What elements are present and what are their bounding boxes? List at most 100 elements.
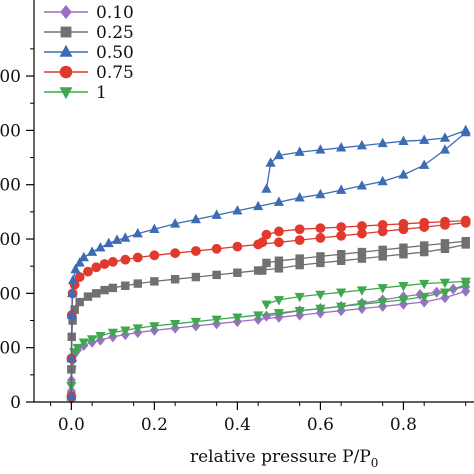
series-0-50 <box>66 124 471 401</box>
series-0-50-desorption-point <box>460 124 471 135</box>
series-0-75-desorption-point <box>274 226 284 237</box>
series-0-10-desorption-point <box>432 286 442 298</box>
series-1-adsorption-point <box>377 298 388 308</box>
series-0-75-desorption-point <box>257 237 268 248</box>
series-1-adsorption-point <box>107 328 118 339</box>
series-0-75-adsorption-point <box>91 262 102 273</box>
x-tick-label: 0.8 <box>390 415 417 435</box>
legend-item-1: 1 <box>44 83 107 103</box>
series-0-50-adsorption-point <box>377 175 388 186</box>
series-0-25-desorption-point <box>419 241 429 250</box>
series-0-25-adsorption-point <box>133 279 142 288</box>
x-axis-title-main: relative pressure P/P <box>190 447 371 467</box>
series-0-50-adsorption-point <box>336 184 347 194</box>
series-0-75-adsorption-point <box>99 259 110 269</box>
x-axis-title-subscript: 0 <box>371 456 379 470</box>
series-1-adsorption-point <box>398 296 409 306</box>
series-0-50-desorption-point <box>265 157 276 167</box>
legend-swatch-marker <box>59 87 73 100</box>
legend-swatch-marker <box>60 26 72 38</box>
series-0-25-adsorption-point <box>170 275 180 284</box>
series-0-75-adsorption-point <box>190 246 201 256</box>
legend-label: 0.75 <box>96 63 134 83</box>
series-0-25-desorption-point <box>262 258 271 268</box>
series-0-25-adsorption-point <box>191 272 201 282</box>
series-0-50-desorption-point <box>439 132 451 142</box>
legend-label: 1 <box>96 83 107 103</box>
series-1-adsorption-point <box>439 288 451 298</box>
series-0-50-adsorption-point <box>95 242 106 252</box>
series-0-50-desorption-point <box>356 139 368 150</box>
x-tick-label: 0.4 <box>224 415 251 435</box>
series-0-25-adsorption-point <box>92 289 101 298</box>
series-1-adsorption-point <box>170 320 181 330</box>
series-0-50-adsorption-point <box>315 188 326 199</box>
series-0-25-adsorption-point <box>212 270 221 280</box>
series-0-25-desorption-point <box>399 243 408 252</box>
y-tick-label: 0 <box>10 393 21 413</box>
series-0-50-adsorption-point <box>253 200 264 211</box>
series-0-75-adsorption-point <box>107 256 118 267</box>
series-0-75-desorption-point <box>315 223 326 234</box>
series-1-adsorption-point <box>149 322 160 332</box>
legend-swatch-marker <box>59 44 73 57</box>
series-0-75-adsorption-point <box>120 254 131 265</box>
x-tick-label: 0.2 <box>141 415 168 435</box>
series-0-50-adsorption-point <box>74 257 85 267</box>
series-0-75-adsorption-point <box>232 241 243 252</box>
series-0-50-desorption-point <box>419 134 430 144</box>
series-0-50-adsorption-point <box>356 180 368 190</box>
series-0-75-adsorption-point <box>74 272 85 282</box>
series-0-50-desorption-point <box>315 144 326 154</box>
series-0-50-adsorption-point <box>66 390 77 401</box>
series-0-50-desorption-point <box>273 149 285 160</box>
y-tick-label: 00 <box>0 339 21 359</box>
series-1-desorption-point <box>294 292 305 303</box>
series-1-adsorption-point <box>315 304 326 315</box>
series-1-adsorption-point <box>253 311 264 321</box>
series-1-adsorption-point <box>78 338 89 348</box>
series-0-50-adsorption-point <box>273 196 285 206</box>
series-0-75-adsorption-point <box>149 250 160 261</box>
series-0-75-adsorption-point <box>83 266 93 277</box>
series-0-50-adsorption-point <box>439 144 451 154</box>
series-0-75-desorption-point <box>261 229 272 240</box>
series-1-adsorption-point <box>87 335 98 345</box>
legend-item-0-75: 0.75 <box>44 63 134 83</box>
series-0-75 <box>66 215 471 402</box>
series-0-25-desorption-point <box>274 256 284 265</box>
series-1-desorption-point <box>261 300 272 310</box>
y-tick-label: 00 <box>0 176 21 196</box>
series-0-50-desorption-point <box>261 183 272 193</box>
series-0-25-adsorption-point <box>274 264 284 273</box>
legend-label: 0.50 <box>96 43 134 63</box>
series-0-25-adsorption-point <box>75 297 84 307</box>
series-0-50-adsorption-point <box>67 274 79 285</box>
series-1-adsorption-point <box>72 343 83 354</box>
series-0-75-desorption-point <box>440 216 450 227</box>
series-0-25-adsorption-point <box>108 283 118 293</box>
series-1-adsorption-point <box>95 331 106 342</box>
legend-item-0-25: 0.25 <box>44 23 134 43</box>
series-0-10-desorption-point <box>261 310 271 322</box>
series-0-75-desorption-point <box>357 221 367 231</box>
series-1-desorption-point <box>419 279 430 290</box>
legend: 0.100.250.500.751 <box>44 3 134 103</box>
series-0-25-desorption-point <box>258 266 267 275</box>
legend-item-0-10: 0.10 <box>44 3 134 23</box>
series-0-75-adsorption-point <box>336 230 347 241</box>
series-0-50-adsorption-point <box>211 209 222 219</box>
y-tick-label: 00 <box>0 67 21 87</box>
y-tick-label: 00 <box>0 230 21 250</box>
series-1-desorption-point <box>336 288 347 298</box>
series-0-25-adsorption-point <box>121 281 130 290</box>
series-0-50-adsorption-point <box>132 227 143 238</box>
series-0-50-desorption-point <box>398 135 409 145</box>
legend-item-0-50: 0.50 <box>44 43 134 63</box>
series-0-50-adsorption-point <box>398 169 409 179</box>
series-0-75-adsorption-point <box>315 233 326 243</box>
series-0-50-desorption-point <box>294 146 305 156</box>
series-0-50-adsorption-point <box>294 192 305 202</box>
legend-label: 0.10 <box>96 3 134 23</box>
